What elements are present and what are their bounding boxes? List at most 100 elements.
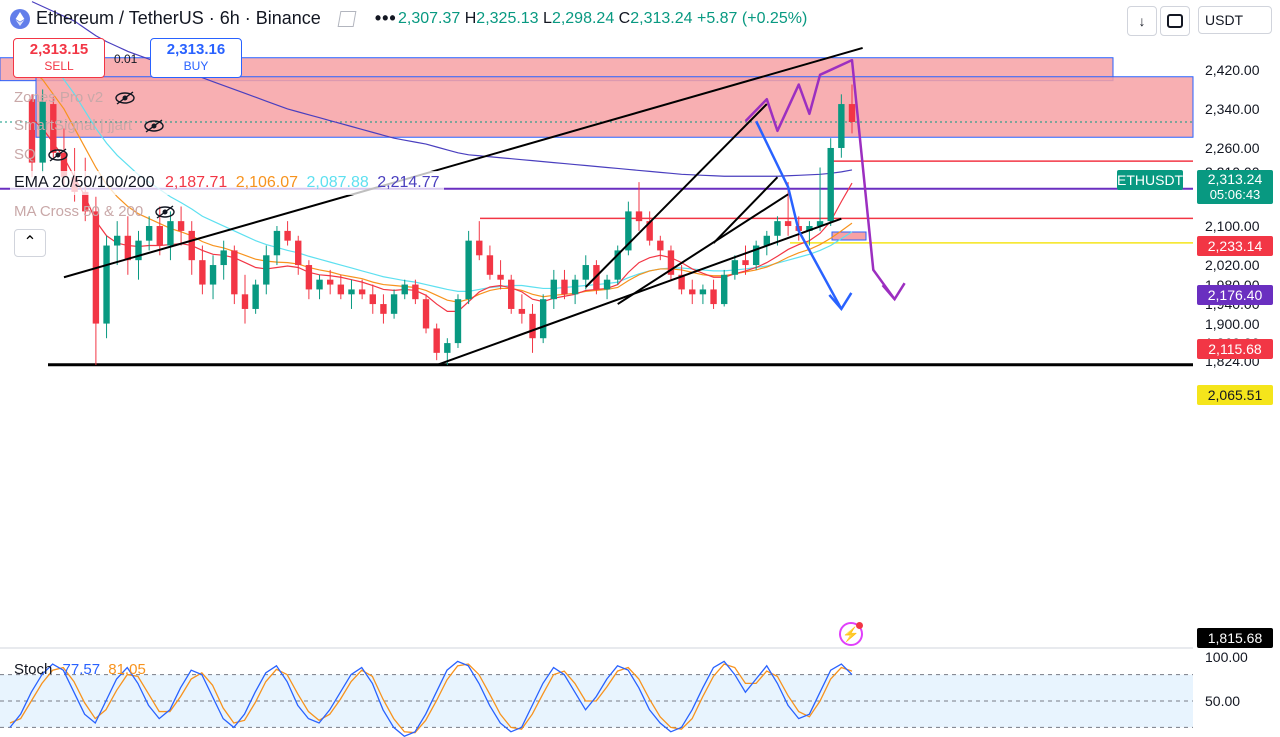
- blue-path-arrowhead: [828, 292, 853, 312]
- candle-body: [529, 313, 536, 339]
- eye-hidden-icon[interactable]: [48, 148, 68, 162]
- stoch-legend[interactable]: Stoch 77.57 81.05: [14, 661, 146, 678]
- stoch-k-line: [9, 660, 853, 737]
- ohlc-low: 2,298.24: [551, 10, 615, 27]
- indicator-macross[interactable]: MA Cross 50 & 200: [14, 203, 176, 220]
- candle-body: [337, 284, 345, 295]
- ohlc-low-label: L: [543, 10, 552, 27]
- candle-body: [582, 265, 589, 280]
- candle-body: [273, 230, 281, 256]
- trendlines: [63, 47, 863, 366]
- candle-body: [369, 294, 376, 305]
- candle-body: [784, 221, 792, 227]
- indicator-sq-label: SQ: [14, 146, 36, 163]
- candle-body: [539, 299, 547, 339]
- ema-label: EMA 20/50/100/200: [14, 174, 155, 191]
- arrow-down-icon: ↓: [1138, 13, 1146, 29]
- candle-body: [103, 245, 110, 324]
- y-tick-label: 2,340.00: [1205, 100, 1260, 117]
- purple-path: [744, 58, 896, 300]
- candle-body: [774, 221, 781, 236]
- candle-body: [689, 289, 696, 295]
- candle-body: [646, 221, 653, 241]
- ema50-value: 2,106.07: [235, 174, 299, 191]
- candle-body: [838, 104, 845, 148]
- lightning-icon[interactable]: ⚡: [839, 622, 863, 646]
- bar-countdown: 05:06:43: [1209, 187, 1261, 202]
- last-price-label: 2,313.24 05:06:43: [1197, 170, 1273, 204]
- candle-body: [657, 240, 664, 251]
- candle-body: [284, 230, 291, 241]
- candle-body: [444, 343, 451, 353]
- candle-body: [763, 235, 770, 246]
- candle-body: [731, 260, 739, 275]
- candle-body: [220, 250, 227, 266]
- candle-body: [752, 245, 760, 266]
- buy-button[interactable]: 2,313.16 BUY: [150, 38, 242, 78]
- market-status-icon: [337, 10, 357, 27]
- candle-body: [358, 289, 366, 295]
- sell-label: SELL: [44, 59, 74, 73]
- candle-body: [508, 279, 515, 309]
- indicator-sq[interactable]: SQ: [14, 146, 68, 163]
- symbol-title-block[interactable]: Ethereum / TetherUS · 6h · Binance •••: [10, 8, 397, 29]
- level-label-4: 2,065.51: [1197, 385, 1273, 405]
- indicator-smartsignal-label: SmartSignal | jjart: [14, 117, 133, 134]
- indicator-macross-label: MA Cross 50 & 200: [14, 203, 144, 220]
- sell-button[interactable]: 2,313.15 SELL: [13, 38, 105, 78]
- ohlc-readout: 2,307.37 H2,325.13 L2,298.24 C2,313.24 +…: [398, 10, 807, 28]
- level-label-3: 2,115.68: [1197, 339, 1273, 359]
- ellipsis-icon[interactable]: •••: [374, 8, 397, 28]
- collapse-indicators-button[interactable]: ⌃: [14, 229, 46, 257]
- candle-body: [678, 274, 685, 290]
- eye-hidden-icon[interactable]: [115, 91, 136, 105]
- candle-body: [60, 152, 68, 178]
- fullscreen-button[interactable]: [1160, 6, 1190, 36]
- candle-body: [518, 308, 526, 314]
- currency-select[interactable]: USDT: [1198, 6, 1272, 34]
- candle-body: [199, 260, 206, 285]
- eye-hidden-icon[interactable]: [144, 119, 164, 133]
- candle-body: [188, 230, 195, 261]
- candle-body: [241, 294, 249, 309]
- buy-label: BUY: [183, 59, 209, 73]
- ticker-label: ETHUSDT: [1117, 170, 1184, 190]
- candle-body: [135, 240, 142, 261]
- stoch-d-value: 81.05: [108, 661, 146, 678]
- candle-body: [316, 279, 323, 290]
- stoch-label: Stoch: [14, 661, 53, 678]
- wedge-lower: [617, 193, 789, 305]
- indicator-smartsignal[interactable]: SmartSignal | jjart: [14, 117, 164, 134]
- candle-body: [145, 226, 153, 241]
- y-tick-label: 2,020.00: [1205, 257, 1260, 274]
- candle-body: [561, 279, 568, 295]
- ema20-value: 2,187.71: [165, 174, 228, 191]
- indicator-ema[interactable]: EMA 20/50/100/200 2,187.71 2,106.07 2,08…: [10, 171, 444, 195]
- ohlc-high: 2,325.13: [476, 10, 539, 27]
- candle-body: [28, 99, 36, 163]
- candle-body: [635, 211, 643, 222]
- candle-body: [465, 240, 472, 300]
- chart-header: Ethereum / TetherUS · 6h · Binance ••• 2…: [0, 0, 1280, 40]
- ohlc-close: 2,313.24: [630, 10, 693, 27]
- channel-lower: [436, 217, 842, 366]
- download-button[interactable]: ↓: [1127, 6, 1157, 36]
- candle-body: [231, 250, 238, 295]
- eye-hidden-icon[interactable]: [155, 205, 176, 219]
- projections: [744, 58, 906, 312]
- candle-body: [124, 235, 132, 261]
- spread-value: 0.01: [114, 52, 138, 66]
- candle-body: [295, 240, 302, 266]
- candle-body: [156, 226, 163, 246]
- candle-body: [433, 328, 440, 353]
- indicator-zones[interactable]: Zones Pro v2: [14, 89, 136, 106]
- purple-path-arrowhead: [881, 282, 906, 302]
- ema100-value: 2,087.88: [306, 174, 369, 191]
- candle-body: [710, 289, 717, 305]
- ethereum-logo-icon: [10, 8, 30, 29]
- currency-value: USDT: [1205, 12, 1244, 28]
- ema100-line: [31, 40, 853, 292]
- candle-body: [476, 240, 483, 256]
- notification-dot: [856, 622, 863, 629]
